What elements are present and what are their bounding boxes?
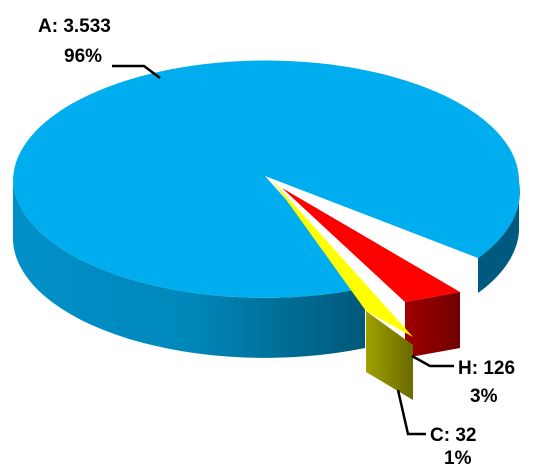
slice-a (13, 60, 520, 358)
slice-a-side (13, 180, 365, 358)
data-label-h-percent: 3% (470, 386, 498, 407)
data-label-a-value: A: 3.533 (38, 16, 111, 37)
data-label-c-value: C: 32 (430, 425, 476, 446)
slice-h (282, 188, 460, 358)
slice-h-side (405, 292, 460, 358)
slice-c-side (366, 311, 413, 400)
data-label-h-value: H: 126 (458, 358, 515, 379)
data-label-a-percent: 96% (64, 46, 102, 67)
slice-c-top (272, 180, 413, 337)
leader-line-a (112, 64, 161, 79)
leader-line-h (411, 354, 454, 368)
leader-line-c (396, 389, 426, 436)
slice-a-top (13, 60, 520, 298)
slice-c (272, 180, 413, 400)
data-label-c-percent: 1% (444, 448, 472, 466)
slice-h-top (282, 188, 460, 302)
slice-a-side-right (478, 182, 520, 293)
